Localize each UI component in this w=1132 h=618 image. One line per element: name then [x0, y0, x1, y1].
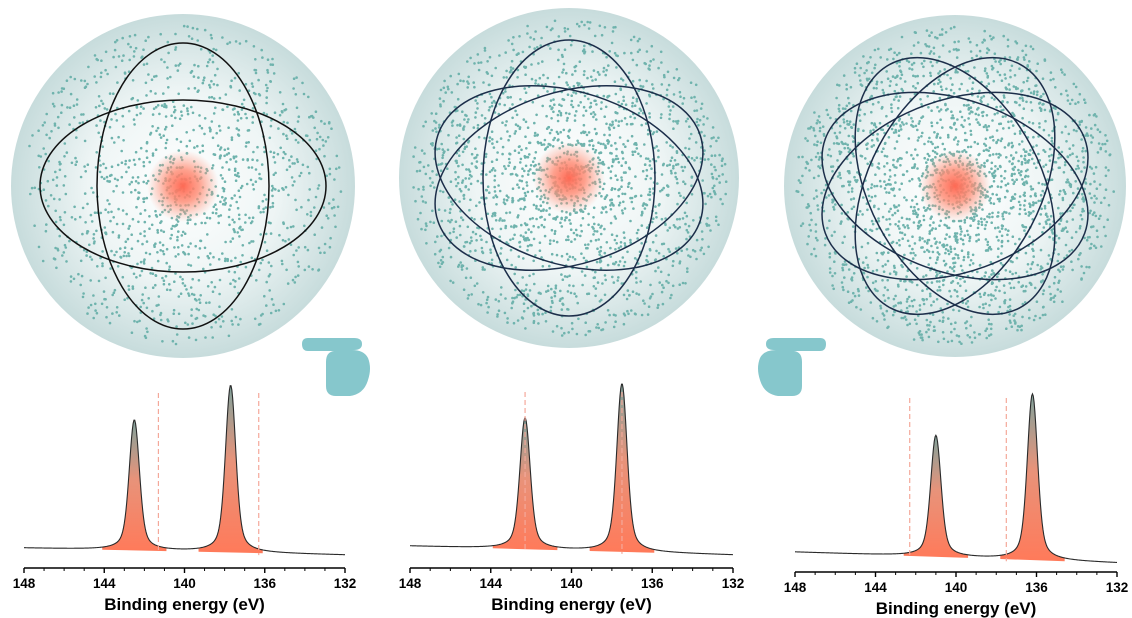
atom-illustrations	[11, 8, 1126, 358]
x-tick-label: 132	[1106, 580, 1129, 595]
nucleus-glow	[919, 150, 991, 222]
x-tick-label: 132	[722, 576, 745, 591]
x-tick-label: 144	[479, 576, 502, 591]
atom-2	[399, 8, 739, 348]
pointing-hand-right-icon	[302, 338, 370, 396]
orbit-3	[482, 39, 656, 317]
atom-1	[11, 14, 355, 358]
spectrum-line	[409, 383, 734, 556]
electron-dots	[795, 25, 1115, 346]
peak-fill-2	[1000, 393, 1065, 562]
x-tick-label: 136	[641, 576, 664, 591]
x-axis-label: Binding energy (eV)	[491, 595, 652, 614]
pointing-hand-left-icon	[758, 338, 826, 396]
orbit-4	[854, 56, 1056, 316]
peak-fill-2	[198, 385, 263, 554]
nucleus-glow	[533, 142, 605, 214]
x-axis-label: Binding energy (eV)	[104, 595, 265, 614]
atom-3	[784, 15, 1126, 357]
x-tick-label: 140	[173, 576, 196, 591]
nucleus-glow	[147, 150, 219, 222]
orbit-1	[821, 91, 1089, 281]
x-tick-label: 148	[784, 580, 807, 595]
xps-spectra: 148 144 140 136 132 Binding energy (eV) 148 144…	[13, 383, 1129, 618]
spectrum-2: 148 144 140 136 132 Binding energy (eV)	[399, 383, 745, 614]
spectrum-1: 148 144 140 136 132 Binding energy (eV)	[13, 385, 357, 614]
orbit-2	[96, 42, 270, 330]
spectrum-line	[23, 385, 346, 556]
spectrum-3: 148 144 140 136 132 Binding energy (eV)	[784, 392, 1129, 618]
orbit-2	[821, 91, 1089, 281]
x-tick-label: 144	[864, 580, 887, 595]
orbit-1	[39, 99, 327, 273]
peak-fill-1	[903, 435, 969, 558]
orbit-1	[434, 85, 704, 271]
spectrum-line	[794, 392, 1118, 563]
x-tick-label: 136	[1025, 580, 1048, 595]
x-tick-label: 144	[93, 576, 116, 591]
orbit-3	[854, 56, 1056, 316]
x-axis-label: Binding energy (eV)	[876, 599, 1037, 618]
orbit-2	[434, 85, 704, 271]
x-tick-label: 140	[560, 576, 583, 591]
x-tick-label: 132	[334, 576, 357, 591]
x-tick-label: 148	[399, 576, 422, 591]
x-tick-label: 140	[945, 580, 968, 595]
x-tick-label: 136	[253, 576, 276, 591]
x-tick-label: 148	[13, 576, 36, 591]
peak-fill-1	[102, 419, 167, 552]
